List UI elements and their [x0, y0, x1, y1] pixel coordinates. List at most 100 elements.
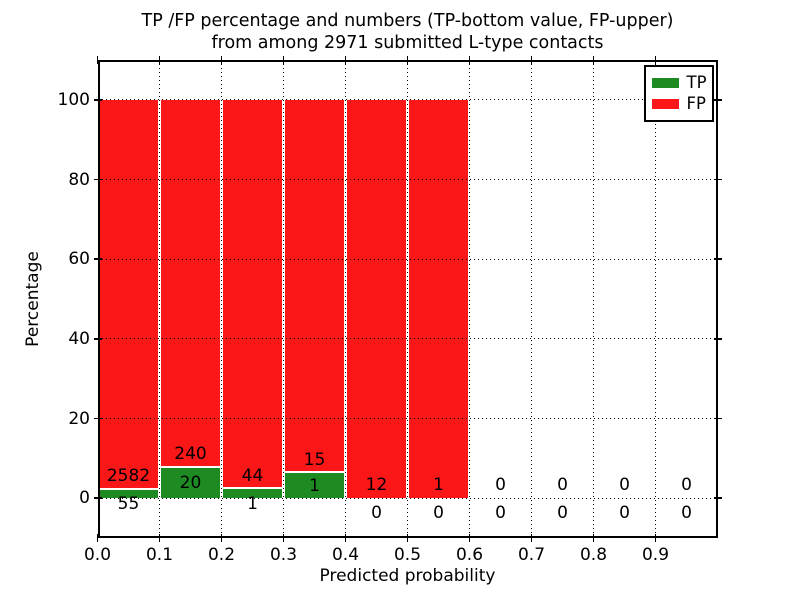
fp-count-label: 12 — [365, 474, 388, 495]
y-tick-label: 80 — [68, 169, 90, 190]
y-tick-right — [713, 338, 722, 340]
tp-count-label: 1 — [247, 494, 258, 515]
x-tick-label: 0.6 — [455, 545, 484, 565]
bar-segment-tp — [160, 467, 221, 499]
y-tick-right — [713, 497, 722, 499]
tp-count-label: 0 — [557, 502, 568, 523]
y-tick-right — [713, 178, 722, 181]
tp-count-label: 0 — [681, 502, 692, 523]
x-tick-bottom — [220, 534, 223, 542]
x-tick-top — [158, 56, 161, 64]
fp-legend-swatch — [651, 98, 679, 109]
x-tick-top — [654, 56, 657, 64]
tp-count-label: 1 — [309, 475, 320, 496]
bar-segment-fp — [160, 99, 221, 468]
v-gridline — [345, 60, 346, 538]
y-tick-left — [93, 178, 102, 181]
bar-segment-tp — [284, 473, 345, 499]
x-tick-label: 0.9 — [641, 545, 670, 565]
x-tick-top — [406, 56, 409, 64]
chart-title-line2: from among 2971 submitted L-type contact… — [211, 33, 604, 53]
y-tick-left — [93, 497, 102, 499]
x-tick-label: 0.7 — [517, 545, 546, 565]
x-tick-top — [530, 56, 533, 64]
y-tick-left — [93, 258, 102, 260]
x-tick-bottom — [282, 534, 285, 542]
fp-count-label: 44 — [241, 465, 264, 486]
y-tick-left — [93, 338, 102, 340]
y-tick-label: 100 — [57, 89, 90, 110]
fp-count-label: 2582 — [106, 466, 151, 487]
bar-segment-fp — [98, 99, 159, 490]
v-gridline — [655, 60, 656, 538]
x-tick-top — [344, 56, 347, 64]
y-tick-right — [713, 258, 722, 260]
h-gridline — [97, 99, 718, 101]
v-gridline — [531, 60, 532, 538]
y-tick-label: 0 — [79, 488, 90, 509]
tp-count-label: 0 — [371, 502, 382, 523]
v-gridline — [159, 60, 160, 538]
fp-count-label: 0 — [557, 474, 568, 495]
x-tick-label: 0.2 — [207, 545, 236, 565]
bar-segment-fp — [408, 99, 469, 499]
fp-count-label: 0 — [619, 474, 630, 495]
x-tick-top — [282, 56, 285, 64]
y-tick-right — [713, 99, 722, 101]
x-tick-top — [96, 56, 99, 64]
h-gridline — [97, 338, 718, 340]
x-tick-top — [220, 56, 223, 64]
x-tick-bottom — [96, 534, 99, 542]
x-tick-label: 0.8 — [579, 545, 608, 565]
x-tick-label: 0.1 — [145, 545, 174, 565]
fp-count-label: 0 — [495, 474, 506, 495]
tp-count-label: 0 — [433, 502, 444, 523]
x-tick-bottom — [592, 534, 595, 542]
x-tick-label: 0.4 — [331, 545, 360, 565]
chart-title: TP /FP percentage and numbers (TP-bottom… — [97, 10, 718, 54]
bar-segment-fp — [222, 99, 283, 490]
x-tick-bottom — [344, 534, 347, 542]
y-tick-left — [93, 417, 102, 420]
x-tick-label: 0.0 — [83, 545, 112, 565]
fp-count-label: 15 — [303, 449, 326, 470]
bar-segment-tp — [98, 489, 159, 499]
bar-segment-tp — [222, 489, 283, 499]
tp-count-label: 0 — [495, 502, 506, 523]
x-tick-label: 0.5 — [393, 545, 422, 565]
x-axis-label: Predicted probability — [319, 566, 496, 586]
fp-count-label: 1 — [433, 474, 444, 495]
legend: TP FP — [643, 65, 714, 122]
bar-segment-fp — [346, 99, 407, 499]
tp-count-label: 55 — [117, 494, 140, 515]
x-tick-bottom — [158, 534, 161, 542]
legend-row: FP — [651, 94, 706, 113]
x-tick-top — [592, 56, 595, 64]
chart-title-line1: TP /FP percentage and numbers (TP-bottom… — [141, 11, 674, 31]
legend-label: TP — [686, 73, 707, 92]
x-tick-bottom — [468, 534, 471, 542]
x-tick-bottom — [654, 534, 657, 542]
v-gridline — [593, 60, 594, 538]
y-tick-left — [93, 99, 102, 101]
x-tick-top — [468, 56, 471, 64]
h-gridline — [97, 497, 718, 499]
y-tick-label: 40 — [68, 328, 90, 349]
fp-count-label: 240 — [174, 443, 207, 464]
legend-row: TP — [651, 73, 707, 92]
v-gridline — [407, 60, 408, 538]
tp-count-label: 20 — [179, 472, 202, 493]
legend-label: FP — [686, 94, 706, 113]
v-gridline — [283, 60, 284, 538]
h-gridline — [97, 418, 718, 419]
y-tick-right — [713, 417, 722, 420]
fp-count-label: 0 — [681, 474, 692, 495]
x-tick-bottom — [530, 534, 533, 542]
h-gridline — [97, 179, 718, 180]
tp-legend-swatch — [651, 77, 679, 88]
y-tick-label: 60 — [68, 249, 90, 270]
v-gridline — [221, 60, 222, 538]
h-gridline — [97, 258, 718, 260]
tp-count-label: 0 — [619, 502, 630, 523]
